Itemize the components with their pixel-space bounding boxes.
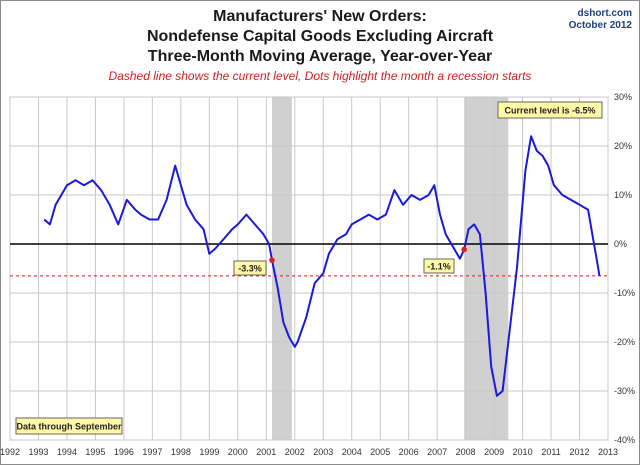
x-tick-label: 2004 (342, 447, 362, 457)
y-tick-label: -40% (614, 435, 635, 445)
recession-2001-callout: -3.3% (233, 260, 267, 276)
x-tick-label: 2003 (313, 447, 333, 457)
recession-band-2 (464, 97, 509, 440)
y-axis-ticks: 30% 20% 10% 0% -10% -20% -30% -40% (614, 92, 635, 445)
series-line (43, 135, 601, 397)
source-site: dshort.com (577, 8, 632, 19)
chart-title-line-2: Nondefense Capital Goods Excluding Aircr… (146, 28, 494, 45)
x-tick-label: 2006 (399, 447, 419, 457)
x-tick-label: 1996 (114, 447, 134, 457)
x-axis-ticks: 1992 1993 1994 1995 1996 1997 1998 1999 2000 2001… (0, 447, 618, 457)
x-tick-label: 1999 (199, 447, 219, 457)
x-tick-label: 1993 (28, 447, 48, 457)
y-tick-label: -20% (614, 337, 635, 347)
current-level-label: Current level is -6.5% (504, 106, 595, 116)
y-tick-label: 0% (614, 239, 627, 249)
grid-lines (9, 96, 609, 441)
data-through-callout: Data through September (15, 417, 123, 435)
recession-start-dot (461, 246, 467, 253)
x-tick-label: 2000 (228, 447, 248, 457)
x-tick-label: 2009 (484, 447, 504, 457)
source-date: October 2012 (568, 20, 632, 31)
current-level-callout: Current level is -6.5% (497, 101, 603, 119)
series-layer (43, 135, 601, 397)
x-tick-label: 1992 (0, 447, 20, 457)
x-tick-label: 2010 (513, 447, 533, 457)
recession-2008-callout: -1.1% (423, 258, 455, 274)
data-through-label: Data through September (16, 422, 122, 432)
x-tick-label: 2005 (370, 447, 390, 457)
y-tick-label: 10% (614, 190, 632, 200)
annotations: Current level is -6.5% Data through Sept… (15, 101, 603, 435)
recession-2001-label: -3.3% (238, 264, 262, 274)
x-tick-label: 2008 (456, 447, 476, 457)
x-tick-label: 2007 (427, 447, 447, 457)
y-tick-label: 30% (614, 92, 632, 102)
x-tick-label: 1998 (171, 447, 191, 457)
plot-area (9, 96, 609, 441)
recession-2001-box (233, 260, 267, 276)
chart-title-line-1: Manufacturers' New Orders: (213, 8, 427, 25)
x-tick-label: 1994 (57, 447, 77, 457)
x-tick-label: 2013 (598, 447, 618, 457)
recession-band-1 (271, 97, 292, 440)
current-level-box (497, 101, 603, 119)
x-tick-label: 2001 (256, 447, 276, 457)
y-tick-label: -10% (614, 288, 635, 298)
x-tick-label: 1995 (85, 447, 105, 457)
chart-subtitle: Dashed line shows the current level, Dot… (108, 69, 532, 83)
recession-bands (271, 97, 509, 440)
y-tick-label: 20% (614, 141, 632, 151)
y-tick-label: -30% (614, 386, 635, 396)
x-tick-label: 2011 (541, 447, 560, 457)
chart-title-line-3: Three-Month Moving Average, Year-over-Ye… (147, 48, 493, 65)
recession-2008-box (423, 258, 455, 274)
x-tick-label: 2012 (570, 447, 590, 457)
recession-start-dot (269, 257, 275, 263)
x-tick-label: 1997 (142, 447, 162, 457)
recession-2008-label: -1.1% (427, 262, 451, 272)
x-tick-label: 2002 (285, 447, 305, 457)
data-through-box (15, 417, 123, 435)
